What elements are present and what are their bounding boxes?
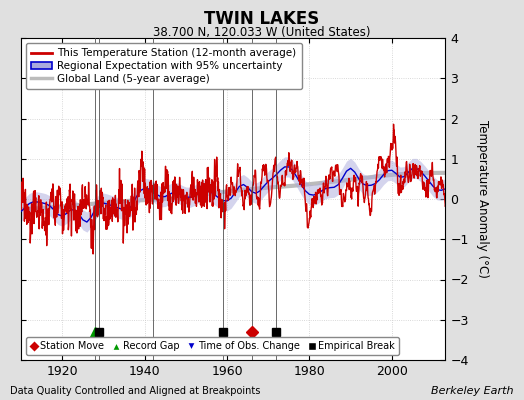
Text: Berkeley Earth: Berkeley Earth: [431, 386, 514, 396]
Text: TWIN LAKES: TWIN LAKES: [204, 10, 320, 28]
Text: Data Quality Controlled and Aligned at Breakpoints: Data Quality Controlled and Aligned at B…: [10, 386, 261, 396]
Y-axis label: Temperature Anomaly (°C): Temperature Anomaly (°C): [476, 120, 488, 278]
Text: 38.700 N, 120.033 W (United States): 38.700 N, 120.033 W (United States): [153, 26, 371, 39]
Legend: Station Move, Record Gap, Time of Obs. Change, Empirical Break: Station Move, Record Gap, Time of Obs. C…: [26, 337, 399, 355]
